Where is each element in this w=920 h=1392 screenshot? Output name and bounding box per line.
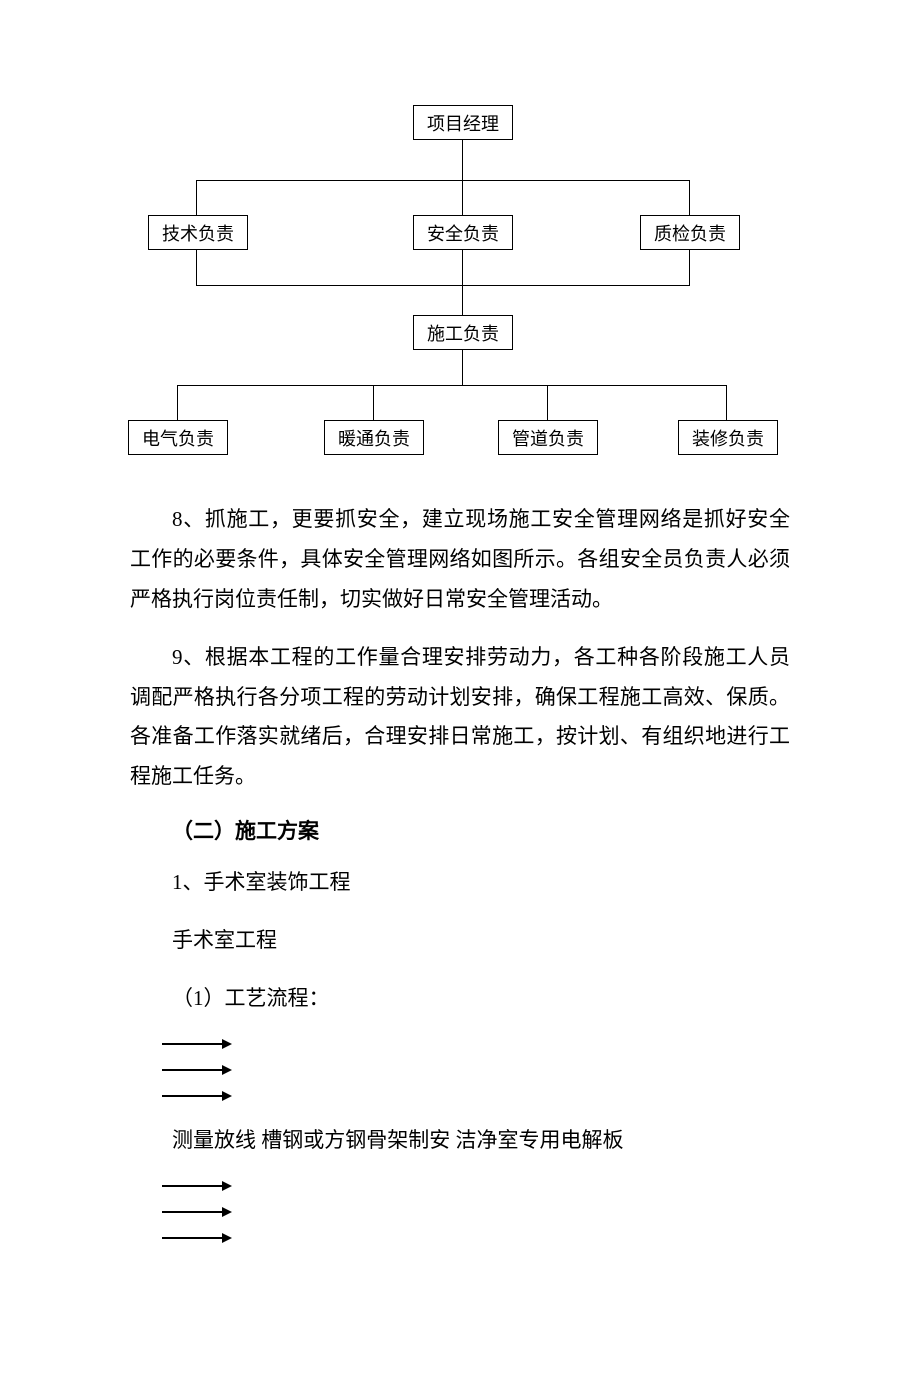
- section-2-heading: （二）施工方案: [130, 815, 790, 845]
- node-safety-lead: 安全负责: [413, 215, 513, 250]
- arrow-icon: [162, 1037, 790, 1051]
- arrow-group-1: [162, 1037, 790, 1103]
- node-decoration-lead: 装修负责: [678, 420, 778, 455]
- node-qc-lead: 质检负责: [640, 215, 740, 250]
- arrow-icon: [162, 1179, 790, 1193]
- item-1-sub: 手术室工程: [130, 921, 790, 961]
- node-tech-lead: 技术负责: [148, 215, 248, 250]
- process-label: （1）工艺流程：: [130, 979, 790, 1019]
- node-project-manager: 项目经理: [413, 105, 513, 140]
- node-construction-lead: 施工负责: [413, 315, 513, 350]
- document-body: 8、抓施工，更要抓安全，建立现场施工安全管理网络是抓好安全工作的必要条件，具体安…: [0, 500, 920, 1245]
- node-hvac-lead: 暖通负责: [324, 420, 424, 455]
- arrow-icon: [162, 1205, 790, 1219]
- org-chart: 项目经理 技术负责 安全负责 质检负责 施工负责 电气负责 暖通负责 管道负责 …: [0, 90, 920, 480]
- arrow-icon: [162, 1063, 790, 1077]
- paragraph-8: 8、抓施工，更要抓安全，建立现场施工安全管理网络是抓好安全工作的必要条件，具体安…: [130, 500, 790, 620]
- arrow-group-2: [162, 1179, 790, 1245]
- paragraph-9: 9、根据本工程的工作量合理安排劳动力，各工种各阶段施工人员调配严格执行各分项工程…: [130, 638, 790, 798]
- node-electrical-lead: 电气负责: [128, 420, 228, 455]
- arrow-icon: [162, 1231, 790, 1245]
- item-1: 1、手术室装饰工程: [130, 863, 790, 903]
- arrow-icon: [162, 1089, 790, 1103]
- process-line: 测量放线 槽钢或方钢骨架制安 洁净室专用电解板: [130, 1121, 790, 1161]
- node-piping-lead: 管道负责: [498, 420, 598, 455]
